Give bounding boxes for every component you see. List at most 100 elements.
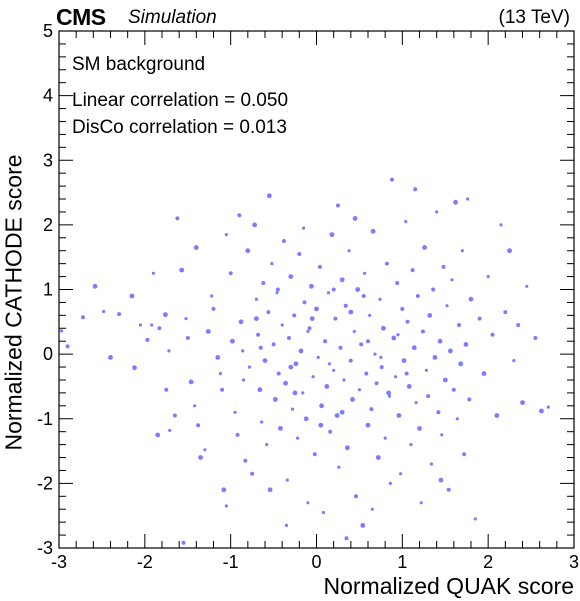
data-point — [336, 203, 340, 208]
data-point — [284, 523, 289, 528]
x-axis-label: Normalized QUAK score — [323, 573, 574, 599]
scatter-points — [60, 177, 550, 545]
data-point — [151, 271, 155, 275]
data-point — [405, 319, 410, 324]
data-point — [387, 394, 392, 398]
data-point — [499, 223, 503, 227]
data-point — [404, 220, 408, 224]
data-point — [247, 365, 252, 369]
data-point — [224, 233, 228, 237]
data-point — [319, 403, 324, 409]
data-point — [292, 313, 297, 318]
y-tick-label: 2 — [43, 215, 53, 235]
data-point — [399, 472, 403, 476]
data-point — [331, 287, 336, 292]
y-axis-label: Normalized CATHODE score — [0, 154, 27, 451]
data-point — [445, 304, 449, 308]
data-point — [309, 316, 315, 321]
data-point — [117, 312, 122, 317]
data-point — [155, 432, 161, 438]
data-point — [339, 409, 345, 415]
x-tick-label: 2 — [483, 552, 493, 572]
data-point — [390, 177, 394, 182]
data-point — [138, 323, 143, 327]
data-point — [145, 337, 150, 342]
data-point — [224, 504, 228, 508]
data-point — [316, 355, 320, 359]
sample-annotation: SM background — [72, 54, 206, 75]
data-point — [338, 345, 343, 350]
data-point — [327, 362, 331, 366]
data-point — [352, 216, 358, 221]
data-point — [539, 408, 544, 414]
data-point — [241, 349, 245, 353]
data-point — [350, 397, 355, 402]
data-point — [196, 423, 201, 428]
data-point — [256, 332, 261, 337]
data-point — [266, 310, 271, 315]
data-point — [288, 274, 294, 279]
data-point — [473, 517, 477, 521]
experiment-label: CMS — [56, 4, 106, 30]
data-point — [290, 407, 295, 411]
data-point — [352, 329, 356, 334]
energy-label: (13 TeV) — [498, 7, 570, 28]
data-point — [306, 501, 310, 505]
data-point — [233, 410, 237, 414]
data-point — [458, 361, 464, 367]
data-point — [468, 296, 474, 302]
data-point — [417, 426, 422, 431]
data-point — [132, 365, 137, 371]
data-point — [440, 433, 444, 437]
data-point — [184, 317, 188, 321]
data-point — [415, 294, 420, 298]
data-point — [280, 323, 284, 327]
data-point — [261, 281, 266, 285]
data-point — [463, 342, 469, 347]
data-point — [254, 297, 258, 301]
data-point — [288, 364, 294, 370]
data-point — [400, 306, 405, 311]
data-point — [486, 275, 490, 279]
data-point — [262, 358, 268, 363]
data-point — [420, 329, 425, 334]
data-point — [477, 316, 482, 321]
data-point — [411, 345, 417, 351]
data-point — [429, 462, 434, 466]
data-point — [347, 249, 351, 253]
data-point — [228, 271, 233, 276]
x-tick-label: 1 — [397, 552, 407, 572]
data-point — [441, 264, 446, 269]
data-point — [457, 323, 461, 327]
data-point — [271, 342, 276, 347]
data-point — [157, 326, 162, 331]
y-tick-label: 3 — [43, 150, 53, 170]
data-point — [361, 294, 366, 298]
data-point — [175, 216, 180, 221]
data-point — [278, 426, 283, 431]
data-point — [185, 336, 190, 340]
data-point — [92, 283, 98, 289]
data-point — [168, 428, 172, 432]
data-point — [355, 287, 361, 292]
data-point — [453, 199, 458, 205]
data-point — [354, 494, 358, 499]
data-point — [237, 213, 242, 218]
data-point — [437, 338, 443, 344]
data-point — [348, 309, 354, 315]
data-point — [167, 349, 171, 353]
data-point — [344, 536, 349, 541]
data-point — [285, 478, 289, 482]
data-point — [426, 394, 431, 399]
data-point — [221, 487, 227, 493]
data-point — [431, 287, 436, 292]
data-point — [272, 397, 278, 402]
data-point — [366, 339, 370, 344]
data-point — [267, 487, 273, 493]
data-point — [455, 417, 459, 421]
data-point — [172, 413, 177, 418]
data-point — [323, 339, 328, 344]
data-point — [360, 523, 366, 528]
data-point — [481, 371, 487, 376]
